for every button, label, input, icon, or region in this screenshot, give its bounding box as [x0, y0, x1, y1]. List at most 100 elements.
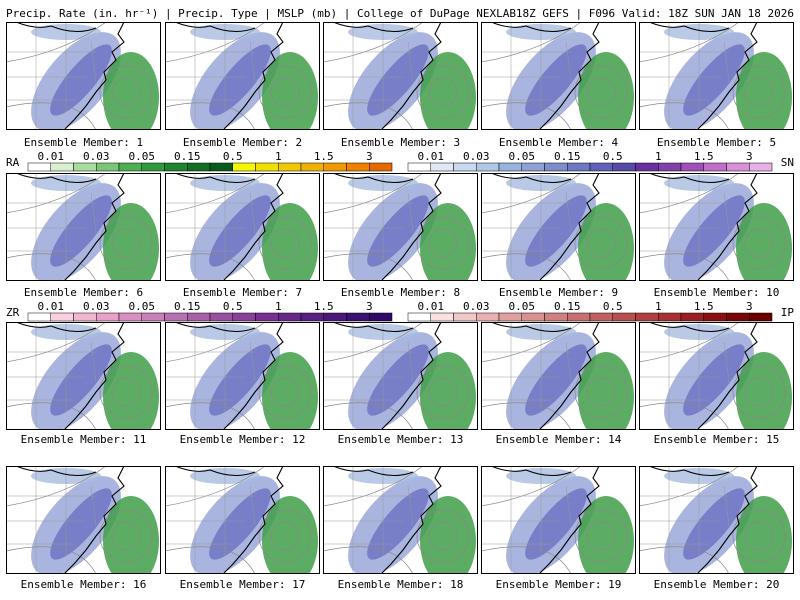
colorbar-tick-label: 0.01: [38, 150, 65, 163]
map-panel: [481, 173, 636, 281]
map-panel: [6, 173, 161, 281]
colorbar-segment: [430, 162, 454, 172]
colorbar-segment: [567, 162, 591, 172]
panel-label: Ensemble Member: 8: [341, 286, 460, 299]
colorbar-segment: [612, 162, 636, 172]
colorbar-label: ZR: [6, 306, 20, 319]
colorbar-tick-label: 0.5: [223, 300, 243, 313]
colorbar-segment: [749, 162, 773, 172]
panel-label: Ensemble Member: 4: [499, 136, 619, 149]
colorbar-segment: [50, 312, 74, 322]
colorbar-tick-label: 0.15: [174, 150, 201, 163]
map-panel: [323, 466, 478, 574]
panel-label: Ensemble Member: 16: [21, 578, 147, 591]
colorbar-segment: [544, 162, 568, 172]
colorbar-segment: [300, 312, 324, 322]
panel-label: Ensemble Member: 19: [496, 578, 622, 591]
colorbar-segment: [544, 312, 568, 322]
colorbar-tick-label: 0.05: [129, 150, 156, 163]
map-panel: [6, 22, 161, 130]
colorbar-label: RA: [6, 156, 20, 169]
colorbar-segment: [346, 162, 370, 172]
colorbar-segment: [567, 312, 591, 322]
colorbar-segment: [323, 162, 347, 172]
map-panel: [639, 22, 794, 130]
map-panel: [6, 322, 161, 430]
colorbar-segment: [323, 312, 347, 322]
colorbar-tick-label: 1: [655, 150, 662, 163]
colorbar-segment: [209, 162, 233, 172]
colorbar-segment: [453, 162, 477, 172]
colorbar-tick-label: 0.03: [83, 150, 110, 163]
colorbar-segment: [658, 312, 682, 322]
colorbar-tick-label: 1: [655, 300, 662, 313]
colorbar-tick-label: 0.03: [463, 300, 490, 313]
colorbar-tick-label: 0.01: [418, 300, 445, 313]
colorbar-segment: [96, 312, 120, 322]
colorbar-segment: [476, 162, 500, 172]
colorbar-segment: [346, 312, 370, 322]
colorbar-segment: [369, 312, 393, 322]
colorbar-segment: [141, 162, 165, 172]
colorbar-segment: [96, 162, 120, 172]
panel-label: Ensemble Member: 17: [180, 578, 306, 591]
colorbar-segment: [726, 162, 750, 172]
colorbar-tick-label: 0.15: [174, 300, 201, 313]
colorbar-segment: [73, 312, 97, 322]
colorbar-segment: [232, 312, 256, 322]
map-panel: [639, 322, 794, 430]
colorbar-segment: [118, 312, 142, 322]
colorbar-segment: [703, 162, 727, 172]
panel-label: Ensemble Member: 6: [24, 286, 143, 299]
colorbar-segment: [369, 162, 393, 172]
colorbar-segment: [612, 312, 636, 322]
colorbar-segment: [703, 312, 727, 322]
map-panel: [639, 466, 794, 574]
colorbar-segment: [749, 312, 773, 322]
colorbar-tick-label: 1.5: [694, 150, 714, 163]
colorbar-segment: [635, 312, 659, 322]
panel-label: Ensemble Member: 14: [496, 433, 622, 446]
colorbar-tick-label: 3: [746, 150, 753, 163]
colorbar-segment: [658, 162, 682, 172]
colorbar-segment: [726, 312, 750, 322]
panel-label: Ensemble Member: 1: [24, 136, 143, 149]
colorbar-segment: [50, 162, 74, 172]
panel-label: Ensemble Member: 13: [338, 433, 464, 446]
colorbar-segment: [278, 162, 302, 172]
colorbar-tick-label: 0.05: [509, 150, 536, 163]
colorbar-tick-label: 3: [366, 300, 373, 313]
map-panel: [165, 322, 320, 430]
colorbar-segment: [680, 312, 704, 322]
colorbar-tick-label: 0.5: [223, 150, 243, 163]
colorbar-segment: [476, 312, 500, 322]
colorbar-segment: [453, 312, 477, 322]
panel-label: Ensemble Member: 11: [21, 433, 147, 446]
colorbar-tick-label: 0.05: [509, 300, 536, 313]
colorbar-segment: [498, 312, 522, 322]
colorbar-segment: [255, 312, 279, 322]
colorbar-segment: [232, 162, 256, 172]
colorbar-segment: [27, 312, 51, 322]
panel-label: Ensemble Member: 10: [654, 286, 780, 299]
panel-label: Ensemble Member: 3: [341, 136, 460, 149]
colorbar-label: SN: [781, 156, 794, 169]
colorbar-tick-label: 1.5: [314, 150, 334, 163]
colorbar-tick-label: 3: [746, 300, 753, 313]
map-panel: [481, 22, 636, 130]
colorbar-tick-label: 1: [275, 300, 282, 313]
colorbar-segment: [73, 162, 97, 172]
colorbar-tick-label: 3: [366, 150, 373, 163]
colorbar-segment: [187, 162, 211, 172]
colorbar-segment: [27, 162, 51, 172]
colorbar-segment: [300, 162, 324, 172]
colorbar-tick-label: 0.03: [463, 150, 490, 163]
map-panel: [165, 173, 320, 281]
colorbar-tick-label: 0.03: [83, 300, 110, 313]
colorbar-segment: [118, 162, 142, 172]
colorbar-tick-label: 0.15: [554, 150, 581, 163]
map-panel: [165, 22, 320, 130]
colorbar-tick-label: 1.5: [694, 300, 714, 313]
colorbar-segment: [680, 162, 704, 172]
